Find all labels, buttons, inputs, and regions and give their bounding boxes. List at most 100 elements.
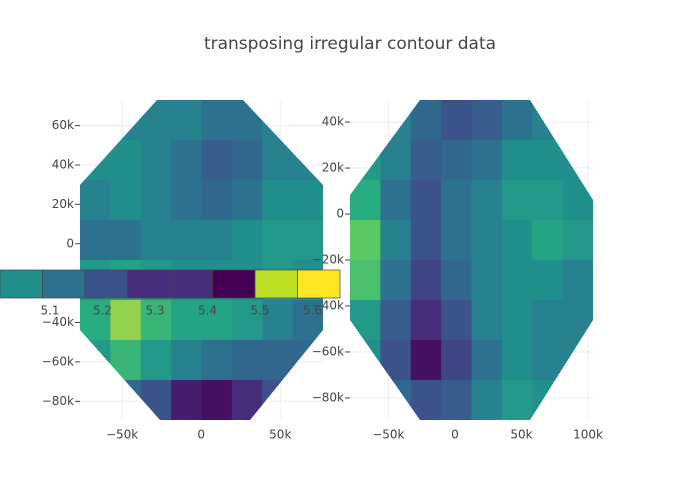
colorbar-segment xyxy=(212,269,256,299)
contour-cell xyxy=(471,140,503,181)
contour-cell xyxy=(171,140,202,181)
contour-cell xyxy=(110,100,142,141)
contour-cell xyxy=(380,260,412,301)
contour-cell xyxy=(350,180,381,221)
contour-cell xyxy=(201,220,233,261)
contour-cell xyxy=(532,180,564,221)
contour-cell xyxy=(110,220,142,261)
contour-cell xyxy=(80,380,111,420)
contour-fill xyxy=(80,100,323,420)
contour-cell xyxy=(410,340,442,381)
y-tick-label: −60k xyxy=(42,354,74,368)
contour-cell xyxy=(350,140,381,181)
contour-cell xyxy=(201,100,233,141)
contour-cell xyxy=(562,300,593,341)
contour-cell xyxy=(562,100,593,141)
contour-cell xyxy=(80,340,111,381)
contour-cell xyxy=(171,300,202,341)
contour-cell xyxy=(501,340,533,381)
contour-cell xyxy=(231,220,263,261)
contour-cell xyxy=(532,140,564,181)
contour-cell xyxy=(80,180,111,221)
y-tick-label: −40k xyxy=(312,298,344,312)
contour-cell xyxy=(441,260,472,301)
contour-cell xyxy=(380,100,412,141)
contour-cell xyxy=(532,380,564,420)
contour-cell xyxy=(171,180,202,221)
contour-cell xyxy=(562,260,593,301)
y-tick-label: 20k xyxy=(322,161,344,175)
contour-cell xyxy=(262,380,294,420)
contour-cell xyxy=(201,340,233,381)
contour-cell xyxy=(171,340,202,381)
contour-cell xyxy=(350,100,381,141)
contour-cell xyxy=(380,220,412,261)
contour-cell xyxy=(350,260,381,301)
contour-cell xyxy=(231,100,263,141)
colorbar-segment xyxy=(169,269,213,299)
contour-cell xyxy=(501,300,533,341)
contour-cell xyxy=(410,380,442,420)
contour-cell xyxy=(501,100,533,141)
y-tick-label: 40k xyxy=(322,115,344,129)
y-tick-label: −60k xyxy=(312,344,344,358)
contour-cell xyxy=(532,300,564,341)
contour-cell xyxy=(110,340,142,381)
x-tick-label: 50k xyxy=(269,428,291,442)
contour-cell xyxy=(201,180,233,221)
contour-cell xyxy=(292,100,323,141)
contour-cell xyxy=(410,260,442,301)
y-tick-label: 40k xyxy=(52,157,74,171)
y-tick-label: −80k xyxy=(42,394,74,408)
contour-cell xyxy=(80,100,111,141)
colorbar-tick-label: 5.1 xyxy=(40,304,59,318)
y-tick-label: 0 xyxy=(336,207,344,221)
x-tick-label: 0 xyxy=(197,428,205,442)
contour-cell xyxy=(350,380,381,420)
contour-cell xyxy=(471,180,503,221)
contour-cell xyxy=(140,380,172,420)
y-tick-label: −80k xyxy=(312,390,344,404)
colorbar-segment xyxy=(84,269,128,299)
contour-cell xyxy=(171,100,202,141)
colorbar-segment xyxy=(42,269,86,299)
contour-cell xyxy=(231,300,263,341)
colorbar-segment xyxy=(0,269,43,299)
contour-cell xyxy=(441,140,472,181)
contour-cell xyxy=(501,260,533,301)
contour-cell xyxy=(110,180,142,221)
contour-cell xyxy=(562,380,593,420)
colorbar-tick-label: 5.6 xyxy=(303,304,322,318)
contour-cell xyxy=(441,220,472,261)
contour-cell xyxy=(501,220,533,261)
contour-cell xyxy=(292,220,323,261)
contour-cell xyxy=(350,300,381,341)
contour-cell xyxy=(350,340,381,381)
contour-cell xyxy=(80,140,111,181)
contour-cell xyxy=(380,300,412,341)
contour-cell xyxy=(171,380,202,420)
contour-cell xyxy=(201,300,233,341)
contour-cell xyxy=(410,220,442,261)
contour-cell xyxy=(262,140,294,181)
contour-cell xyxy=(410,300,442,341)
contour-cell xyxy=(262,180,294,221)
contour-cell xyxy=(110,380,142,420)
contour-cell xyxy=(110,300,142,341)
contour-cell xyxy=(441,380,472,420)
contour-cell xyxy=(380,140,412,181)
y-tick-label: 0 xyxy=(66,236,74,250)
colorbar-tick-label: 5.2 xyxy=(93,304,112,318)
x-tick-label: 100k xyxy=(573,428,603,442)
contour-cell xyxy=(140,340,172,381)
contour-cell xyxy=(140,180,172,221)
contour-cell xyxy=(262,220,294,261)
contour-fill xyxy=(350,100,593,420)
contour-cell xyxy=(532,100,564,141)
contour-cell xyxy=(140,100,172,141)
contour-cell xyxy=(231,380,263,420)
contour-cell xyxy=(140,300,172,341)
contour-cell xyxy=(562,340,593,381)
contour-cell xyxy=(532,340,564,381)
contour-cell xyxy=(380,340,412,381)
